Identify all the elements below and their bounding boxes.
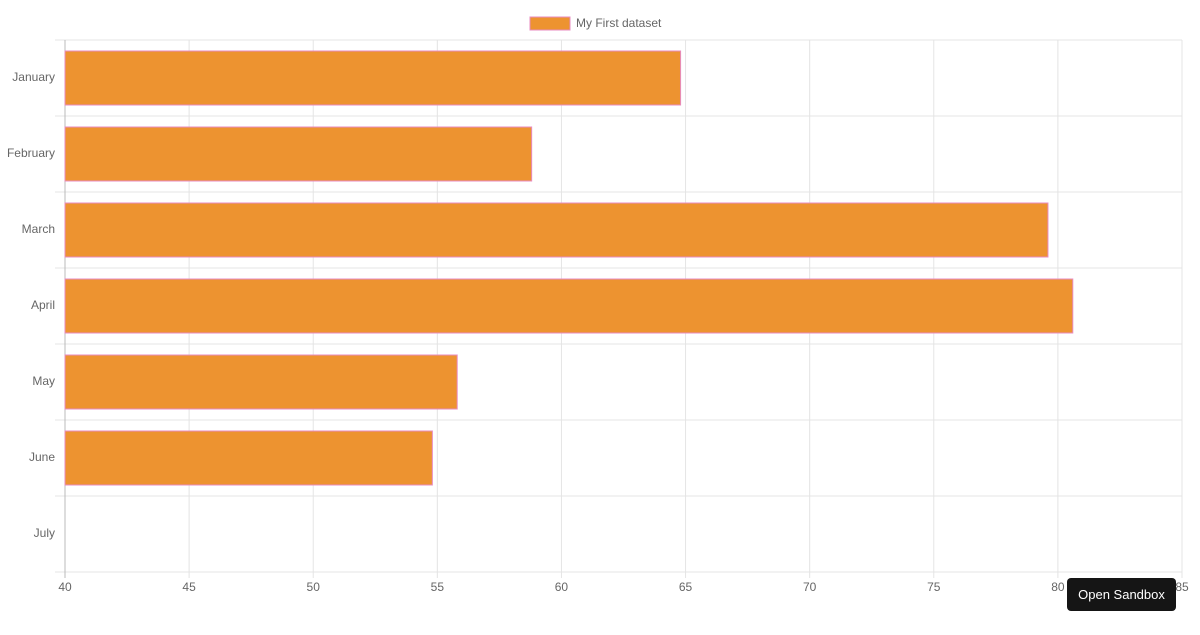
x-tick-label: 75 [927, 580, 941, 594]
x-tick-label: 60 [555, 580, 569, 594]
x-tick-label: 50 [307, 580, 321, 594]
y-tick-label: February [7, 146, 55, 160]
open-sandbox-button[interactable]: Open Sandbox [1067, 578, 1176, 611]
x-tick-label: 70 [803, 580, 817, 594]
y-tick-label: July [34, 526, 55, 540]
x-tick-label: 45 [182, 580, 196, 594]
bar [64, 202, 1049, 258]
x-tick-label: 65 [679, 580, 693, 594]
y-tick-label: June [29, 450, 55, 464]
bar [64, 430, 433, 486]
bar [64, 278, 1074, 334]
legend-label: My First dataset [576, 16, 662, 30]
y-tick-label: March [22, 222, 55, 236]
y-tick-label: April [31, 298, 55, 312]
x-tick-label: 85 [1175, 580, 1189, 594]
y-tick-label: May [32, 374, 55, 388]
x-tick-label: 80 [1051, 580, 1065, 594]
bar [64, 354, 458, 410]
y-tick-label: January [12, 70, 55, 84]
x-tick-label: 40 [58, 580, 72, 594]
bar [64, 50, 682, 106]
x-tick-label: 55 [431, 580, 445, 594]
bar [64, 126, 533, 182]
legend-swatch [529, 16, 571, 31]
